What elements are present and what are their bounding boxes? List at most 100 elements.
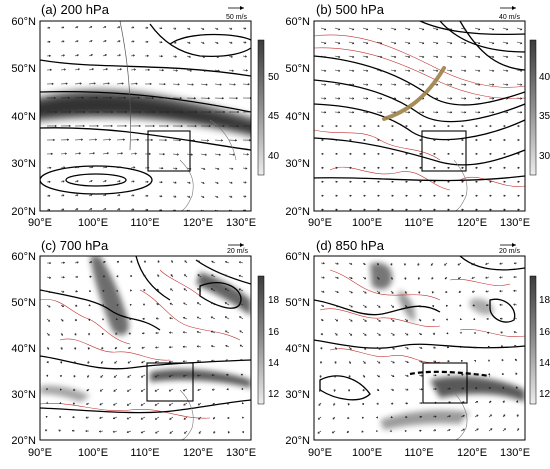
colorbar-b-tick-1: 35 — [539, 111, 550, 122]
wind-arrowhead — [520, 55, 523, 58]
wind-arrowhead — [352, 111, 355, 114]
wind-arrowhead — [459, 331, 462, 334]
wind-arrow — [418, 55, 425, 58]
wind-arrow — [376, 304, 381, 308]
wind-arrowhead — [208, 124, 211, 128]
wind-arrow — [60, 153, 67, 155]
wind-arrowhead — [216, 195, 219, 198]
wind-arrowhead — [115, 317, 118, 320]
wind-arrow — [238, 275, 244, 278]
wind-arrowhead — [104, 194, 107, 197]
wind-arrowhead — [184, 274, 187, 277]
wind-arrowhead — [377, 208, 380, 211]
wind-arrowhead — [420, 388, 423, 391]
wind-arrowhead — [138, 124, 141, 128]
wind-arrowhead — [391, 124, 394, 128]
wind-arrowhead — [203, 167, 206, 170]
wind-arrowhead — [63, 166, 66, 169]
wind-arrow — [242, 69, 248, 71]
lat-tick-d-20: 20°N — [285, 435, 310, 447]
wind-arrowhead — [83, 110, 86, 114]
wind-arrowhead — [319, 361, 323, 364]
wind-arrowhead — [434, 374, 437, 377]
wind-arrowhead — [142, 303, 145, 306]
map-frame-d — [313, 255, 526, 441]
wind-arrowhead — [71, 429, 74, 432]
lat-tick-d-40: 40°N — [285, 343, 310, 355]
wind-arrowhead — [492, 55, 495, 58]
wind-arrow — [200, 139, 209, 141]
colorbar-a: 50 45 40 — [257, 39, 280, 176]
wind-arrowhead — [118, 26, 121, 29]
wind-arrow — [210, 330, 216, 334]
wind-arrow — [211, 274, 216, 278]
wind-arrowhead — [516, 400, 519, 403]
wind-arrowhead — [216, 55, 219, 58]
wind-arrowhead — [193, 97, 196, 100]
wind-arrowhead — [206, 139, 209, 142]
wind-arrow — [182, 360, 188, 362]
wind-arrowhead — [197, 388, 200, 391]
wind-arrow — [196, 331, 202, 334]
wind-arrowhead — [100, 361, 103, 364]
wind-arrow — [404, 374, 409, 377]
wind-arrowhead — [129, 304, 132, 307]
wind-arrow — [183, 374, 188, 377]
wind-arrowhead — [74, 319, 77, 322]
wind-arrowhead — [169, 431, 172, 434]
wind-arrow — [460, 69, 467, 72]
wind-arrowhead — [394, 41, 397, 45]
wind-arrowhead — [118, 194, 121, 197]
wind-arrowhead — [50, 152, 53, 155]
wind-arrowhead — [103, 261, 106, 264]
wind-arrowhead — [175, 69, 178, 72]
wind-arrowhead — [119, 68, 122, 71]
wind-arrowhead — [211, 388, 215, 391]
wind-arrowhead — [225, 345, 228, 347]
height-contours-b — [314, 21, 525, 182]
wind-arrowhead — [474, 331, 476, 335]
wind-arrowhead — [143, 260, 147, 263]
wind-arrowhead — [73, 375, 76, 378]
lat-tick-d-50: 50°N — [285, 297, 310, 309]
wind-arrow — [474, 414, 479, 418]
wind-arrowhead — [91, 68, 94, 71]
lon-tick-a-90: 90°E — [28, 217, 52, 229]
wind-arrowhead — [349, 166, 352, 170]
wind-arrowhead — [240, 359, 243, 362]
wind-arrowhead — [487, 345, 490, 348]
wind-arrow — [116, 166, 122, 169]
wind-arrowhead — [486, 317, 489, 321]
lon-tick-b-90: 90°E — [308, 217, 332, 229]
wind-arrowhead — [464, 97, 467, 100]
wind-arrow — [474, 69, 481, 72]
wind-arrowhead — [391, 388, 394, 391]
wind-arrowhead — [417, 263, 420, 266]
wind-arrowhead — [234, 139, 237, 142]
wind-arrow — [376, 318, 381, 322]
map-frame-c — [39, 255, 252, 441]
wind-arrowhead — [102, 290, 105, 293]
wind-arrowhead — [146, 40, 149, 43]
wind-arrowhead — [76, 26, 79, 29]
wind-arrowhead — [182, 345, 185, 348]
wind-arrowhead — [77, 166, 80, 169]
wind-arrowhead — [321, 138, 324, 142]
wind-arrowhead — [216, 41, 219, 44]
wind-arrow — [348, 290, 353, 294]
wind-arrow — [169, 402, 174, 406]
wind-arrowhead — [52, 138, 55, 142]
wind-arrowhead — [224, 274, 227, 277]
wind-arrow — [460, 428, 465, 432]
wind-arrowhead — [150, 138, 153, 142]
wind-arrowhead — [174, 195, 177, 198]
wind-arrowhead — [461, 166, 464, 170]
wind-arrow — [141, 374, 146, 378]
wind-arrowhead — [332, 431, 335, 434]
wind-arrowhead — [520, 83, 523, 86]
wind-arrowhead — [197, 403, 200, 406]
wind-arrowhead — [76, 261, 79, 264]
wind-arrowhead — [363, 166, 366, 170]
wind-arrowhead — [87, 375, 90, 378]
